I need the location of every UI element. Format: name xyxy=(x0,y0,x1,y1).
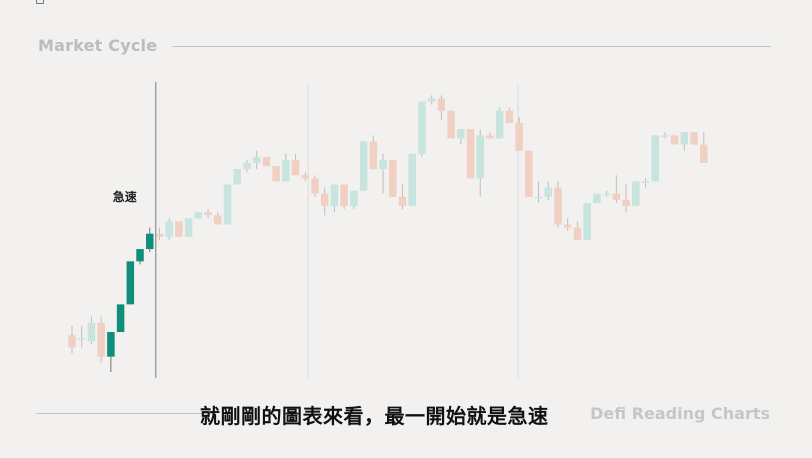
candle-body xyxy=(670,135,679,145)
candle-body xyxy=(330,184,339,207)
candle-body xyxy=(87,322,96,342)
corner-marker-icon xyxy=(36,0,44,4)
candle-body xyxy=(505,110,514,124)
candle-body xyxy=(194,212,203,219)
candle-body xyxy=(641,181,650,183)
candle-body xyxy=(291,159,300,176)
candle-body xyxy=(593,193,601,203)
candle-body xyxy=(369,141,378,170)
candle-body xyxy=(262,156,271,167)
candle-body xyxy=(398,196,407,207)
candle-body xyxy=(612,193,621,200)
candle-body xyxy=(573,227,582,240)
candle-body xyxy=(165,221,173,237)
candle-body xyxy=(525,150,533,197)
candle-body xyxy=(272,166,280,182)
candle-body xyxy=(457,129,465,139)
candle-body xyxy=(622,199,630,207)
candle-body xyxy=(214,215,222,225)
candle-body xyxy=(116,304,125,333)
candle-body xyxy=(389,159,397,197)
candle-body xyxy=(544,187,553,197)
candle-body xyxy=(495,110,504,139)
candle-body xyxy=(252,156,261,163)
candle-body xyxy=(204,212,212,216)
candle-body xyxy=(311,178,319,194)
candle-body xyxy=(282,159,290,182)
candle-body xyxy=(661,135,669,137)
candle-body xyxy=(437,98,446,111)
candle-body xyxy=(107,332,115,357)
candle-body xyxy=(632,181,640,207)
footer-brand: Defi Reading Charts xyxy=(590,404,770,423)
candle-body xyxy=(359,141,368,191)
candle-body xyxy=(301,175,310,179)
candle-body xyxy=(155,233,164,237)
candle-body xyxy=(700,144,708,163)
candle-body xyxy=(418,101,426,154)
candle-body xyxy=(184,218,193,237)
candle-body xyxy=(554,187,562,225)
candle-body xyxy=(680,132,689,145)
candle-body xyxy=(146,233,154,250)
candle-body xyxy=(486,135,494,139)
candle-body xyxy=(126,261,135,305)
chart-title: Market Cycle xyxy=(38,36,158,55)
candle-body xyxy=(583,202,591,240)
candle-body xyxy=(340,184,348,207)
candle-body xyxy=(651,135,659,182)
candle-body xyxy=(563,224,572,228)
candle-body xyxy=(408,153,416,207)
candle-body xyxy=(136,249,144,262)
candle-body xyxy=(233,169,241,185)
candle-body xyxy=(534,196,543,199)
candle-body xyxy=(97,322,105,357)
candle-body xyxy=(77,338,86,340)
candle-body xyxy=(379,159,387,170)
candle-body xyxy=(175,221,183,237)
title-divider xyxy=(172,46,771,47)
candle-body xyxy=(466,129,475,179)
footer-divider xyxy=(36,413,216,414)
candle-body xyxy=(68,335,76,348)
candle-body xyxy=(243,162,251,170)
video-subtitle: 就剛剛的圖表來看，最一開始就是急速 xyxy=(200,404,549,428)
candle-body xyxy=(476,135,484,179)
candle-body xyxy=(515,123,523,151)
candle-body xyxy=(690,132,698,145)
annotation-label: 急速 xyxy=(113,189,137,204)
candle-body xyxy=(320,193,329,207)
candle-body xyxy=(602,193,611,196)
candle-body xyxy=(350,190,358,207)
candle-body xyxy=(447,110,455,139)
candle-body xyxy=(223,184,232,225)
candle-body xyxy=(427,98,436,102)
